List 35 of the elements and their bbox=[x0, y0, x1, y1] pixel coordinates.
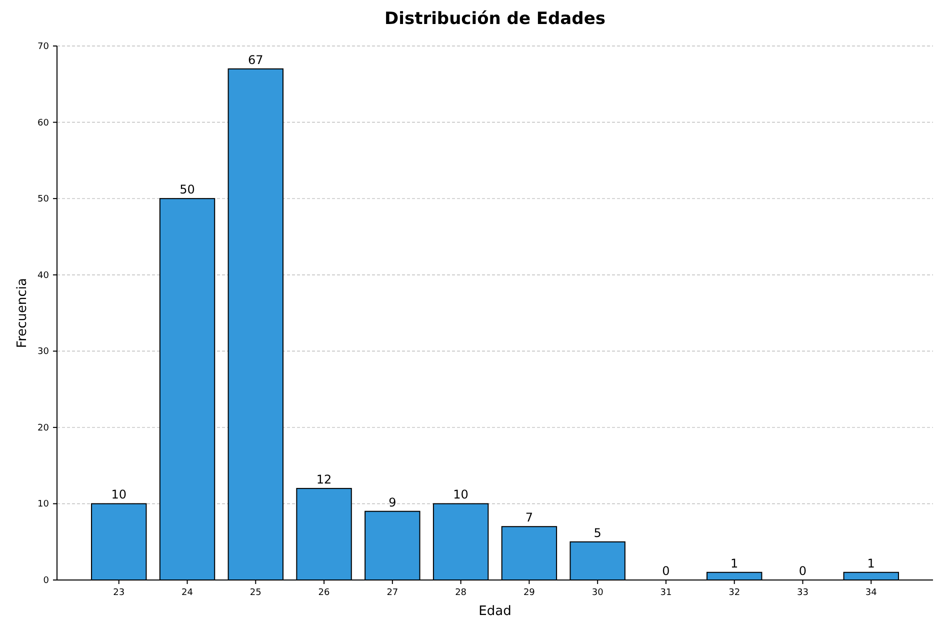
x-axis-title: Edad bbox=[478, 604, 512, 619]
x-tick-label: 32 bbox=[728, 588, 740, 598]
x-tick-label: 23 bbox=[113, 588, 125, 598]
data-label: 50 bbox=[180, 182, 195, 197]
data-label: 9 bbox=[388, 495, 396, 510]
x-tick-label: 29 bbox=[523, 588, 536, 598]
y-tick-label: 70 bbox=[38, 42, 50, 52]
x-tick-label: 31 bbox=[660, 588, 672, 598]
x-tick-label: 25 bbox=[250, 588, 262, 598]
data-label: 1 bbox=[867, 556, 875, 570]
data-label: 1 bbox=[730, 556, 738, 570]
y-tick-label: 40 bbox=[38, 270, 50, 281]
data-label: 5 bbox=[594, 526, 602, 540]
y-tick-label: 0 bbox=[43, 576, 50, 586]
y-tick-label: 60 bbox=[38, 118, 50, 128]
data-label: 67 bbox=[248, 52, 264, 67]
data-label: 10 bbox=[111, 488, 127, 502]
data-label: 12 bbox=[316, 472, 332, 486]
x-tick-label: 34 bbox=[865, 588, 878, 598]
x-tick-label: 33 bbox=[797, 588, 808, 598]
y-axis-title: Frecuencia bbox=[15, 278, 30, 348]
y-tick-label: 10 bbox=[38, 500, 50, 510]
x-tick-label: 30 bbox=[592, 588, 604, 598]
x-tick-label: 28 bbox=[455, 588, 467, 598]
x-tick-label: 24 bbox=[182, 588, 194, 598]
y-tick-label: 50 bbox=[38, 194, 50, 205]
data-label: 0 bbox=[662, 564, 670, 578]
data-label: 10 bbox=[453, 488, 468, 502]
x-tick-label: 27 bbox=[386, 588, 398, 598]
y-tick-label: 30 bbox=[38, 347, 50, 358]
x-tick-label: 26 bbox=[318, 588, 330, 598]
data-label: 0 bbox=[798, 564, 807, 578]
chart-title: Distribución de Edades bbox=[384, 9, 606, 29]
data-label: 7 bbox=[525, 510, 534, 525]
y-tick-label: 20 bbox=[38, 423, 50, 434]
